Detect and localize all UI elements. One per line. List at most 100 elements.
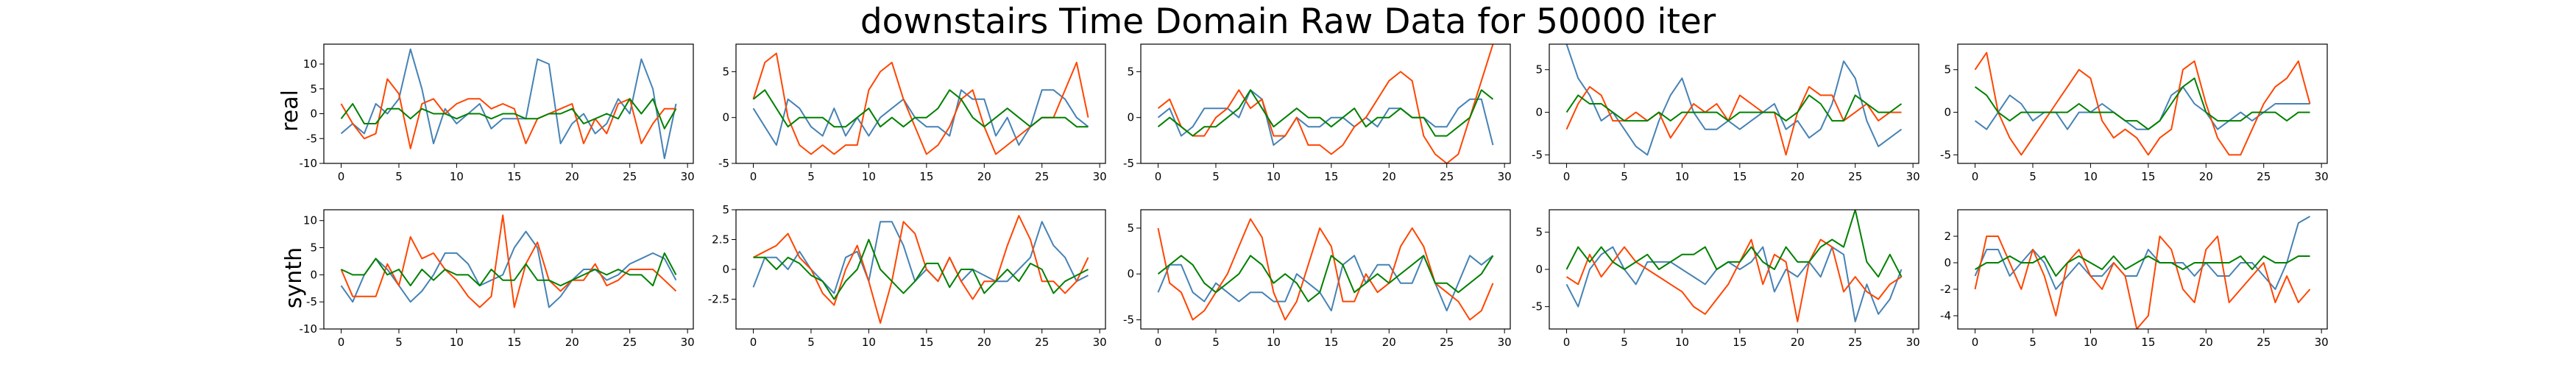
series-line-2: [340, 214, 677, 308]
x-tick-label: 30: [2315, 170, 2329, 183]
x-tick-label: 25: [623, 170, 637, 183]
series-line-3: [1565, 94, 1903, 122]
series-line-2: [753, 215, 1089, 324]
subplot-real-5: 0 5 10 15 20 25 30 -5 0 5: [1940, 43, 2329, 183]
x-tick-label: 0: [750, 336, 757, 349]
x-tick-label: 0: [1563, 170, 1571, 183]
x-tick-label: 10: [862, 170, 876, 183]
x-tick-label: 5: [1212, 336, 1220, 349]
x-tick-label: 10: [2084, 336, 2098, 349]
x-tick-label: 10: [450, 170, 464, 183]
y-tick-label: -5: [1532, 300, 1543, 314]
axes-frame: [1957, 209, 2328, 330]
y-tick-label: -5: [1123, 314, 1134, 327]
axes-frame: [323, 209, 694, 330]
x-tick-label: 5: [1621, 170, 1628, 183]
series-line-3: [753, 238, 1089, 300]
axes-frame: [1140, 43, 1511, 164]
x-tick-label: 5: [1621, 336, 1628, 349]
x-tick-label: 0: [750, 170, 757, 183]
y-tick-label: 0: [1944, 106, 1951, 119]
x-tick-label: 30: [681, 336, 695, 349]
x-tick-label: 15: [1324, 336, 1338, 349]
x-tick-label: 25: [1848, 170, 1862, 183]
y-tick-label: 0: [1535, 106, 1543, 119]
x-tick-label: 25: [1440, 336, 1454, 349]
x-tick-label: 30: [1093, 336, 1107, 349]
subplot-real-3: 0 5 10 15 20 25 30 -5 0 5: [1123, 43, 1512, 183]
x-tick-label: 15: [1733, 336, 1747, 349]
y-tick-label: 5: [1944, 63, 1951, 77]
series-line-3: [1565, 210, 1903, 278]
x-tick-label: 15: [1324, 170, 1338, 183]
series-line-3: [1157, 255, 1494, 302]
x-tick-label: 30: [1498, 170, 1512, 183]
y-tick-label: 5: [722, 203, 729, 216]
x-tick-label: 10: [1675, 336, 1689, 349]
axes-frame: [735, 209, 1106, 330]
y-tick-label: 5: [1535, 225, 1543, 238]
y-tick-label: 0: [1127, 267, 1134, 280]
subplot-real-2: 0 5 10 15 20 25 30 -5 0 5: [718, 43, 1107, 183]
x-tick-label: 30: [1093, 170, 1107, 183]
y-tick-label: 5: [1127, 65, 1134, 78]
y-tick-label: 10: [303, 57, 317, 71]
axes-frame: [323, 43, 694, 164]
x-tick-label: 25: [1035, 336, 1049, 349]
x-tick-label: 0: [338, 336, 345, 349]
series-line-1: [1974, 216, 2310, 290]
y-tick-label: -5: [306, 295, 317, 308]
series-line-1: [1565, 44, 1903, 156]
x-tick-label: 10: [1267, 336, 1281, 349]
series-line-3: [1157, 89, 1494, 137]
y-tick-label: 0: [310, 268, 317, 281]
x-tick-label: 15: [1733, 170, 1747, 183]
axes-frame: [1549, 209, 1919, 330]
y-tick-label: -2: [1940, 283, 1951, 296]
y-tick-label: 5: [1535, 63, 1543, 77]
y-tick-label: 10: [303, 214, 317, 227]
y-tick-label: -5: [1940, 148, 1951, 161]
x-tick-label: 5: [2029, 170, 2037, 183]
x-tick-label: 0: [1972, 170, 1979, 183]
x-tick-label: 25: [1440, 170, 1454, 183]
subplot-real-1: 0 5 10 15 20 25 30 -10 -5 0 5 10: [300, 43, 695, 183]
y-tick-label: 2.5: [712, 233, 729, 247]
x-tick-label: 5: [807, 170, 815, 183]
x-tick-label: 10: [2084, 170, 2098, 183]
series-line-2: [1974, 52, 2311, 156]
x-tick-label: 30: [681, 170, 695, 183]
axes-frame: [735, 43, 1106, 164]
series-line-1: [752, 89, 1089, 146]
axes-frame: [1957, 43, 2328, 164]
x-tick-label: 20: [1791, 336, 1805, 349]
y-tick-label: 0: [310, 107, 317, 121]
subplot-synth-3: 0 5 10 15 20 25 30 -5 0 5: [1123, 209, 1512, 349]
y-tick-label: -2.5: [708, 293, 729, 306]
series-line-2: [1565, 238, 1903, 322]
series-line-2: [1565, 85, 1902, 156]
x-tick-label: 30: [1906, 170, 1920, 183]
figure-title: downstairs Time Domain Raw Data for 5000…: [860, 1, 1716, 42]
subplot-real-4: 0 5 10 15 20 25 30 -5 0 5: [1532, 43, 1920, 183]
x-tick-label: 0: [1155, 170, 1162, 183]
y-tick-label: -10: [300, 157, 318, 170]
x-tick-label: 25: [1848, 336, 1862, 349]
x-tick-label: 10: [1267, 170, 1281, 183]
series-line-1: [1157, 255, 1494, 312]
axes-frame: [1140, 209, 1511, 330]
series-line-1: [340, 230, 677, 308]
subplot-synth-4: 0 5 10 15 20 25 30 -5 0 5: [1532, 209, 1920, 349]
x-tick-label: 20: [977, 336, 991, 349]
series-line-1: [752, 221, 1089, 294]
x-tick-label: 25: [1035, 170, 1049, 183]
x-tick-label: 0: [1563, 336, 1571, 349]
subplot-synth-2: 0 5 10 15 20 25 30 -2.5 0 2.5 5: [708, 203, 1107, 349]
x-tick-label: 15: [507, 170, 521, 183]
series-line-2: [1157, 44, 1494, 163]
series-line-3: [340, 98, 677, 130]
x-tick-label: 20: [565, 336, 579, 349]
series-line-3: [341, 252, 677, 287]
x-tick-label: 15: [2141, 336, 2155, 349]
